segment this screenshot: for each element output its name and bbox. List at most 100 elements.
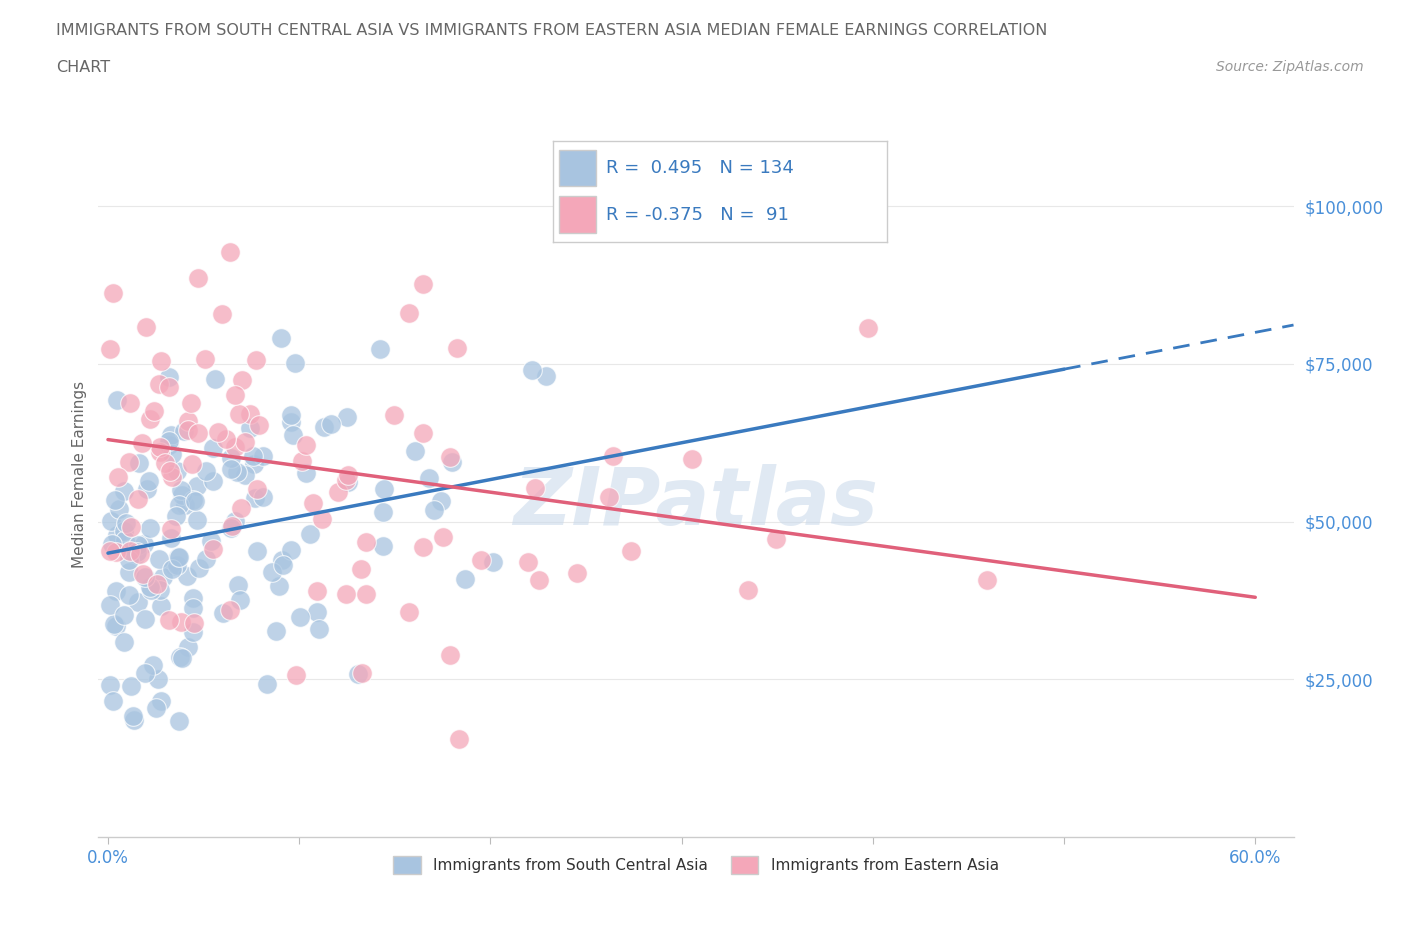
Point — [228, 406, 250, 421]
Point — [186, 512, 208, 527]
Point — [412, 425, 434, 440]
Point — [174, 498, 197, 512]
Point — [270, 330, 292, 345]
Point — [160, 427, 183, 442]
Point — [470, 552, 492, 567]
Point — [187, 271, 209, 286]
Point — [177, 422, 200, 437]
Point — [159, 369, 181, 384]
Point — [285, 667, 308, 682]
Point — [170, 650, 193, 665]
Point — [159, 463, 181, 478]
Text: Source: ZipAtlas.com: Source: ZipAtlas.com — [1216, 60, 1364, 74]
Point — [219, 521, 242, 536]
Point — [228, 578, 250, 592]
Point — [170, 482, 193, 497]
Point — [132, 537, 155, 551]
Point — [335, 472, 357, 487]
Point — [202, 473, 225, 488]
Point — [118, 552, 141, 567]
Point — [439, 647, 461, 662]
Point — [145, 577, 167, 591]
Point — [167, 550, 190, 565]
Point — [242, 448, 264, 463]
Point — [148, 551, 170, 566]
Point — [418, 471, 440, 485]
Point — [856, 321, 879, 336]
Point — [246, 482, 269, 497]
Point — [120, 520, 142, 535]
Point — [127, 538, 149, 552]
Point — [149, 440, 172, 455]
Point — [160, 446, 183, 461]
Point — [245, 352, 267, 367]
Point — [337, 474, 360, 489]
Point — [139, 579, 162, 594]
Legend: Immigrants from South Central Asia, Immigrants from Eastern Asia: Immigrants from South Central Asia, Immi… — [387, 850, 1005, 880]
Point — [373, 481, 395, 496]
Point — [212, 605, 235, 620]
Point — [247, 418, 270, 432]
Point — [242, 456, 264, 471]
Point — [294, 466, 316, 481]
Point — [160, 470, 183, 485]
Point — [127, 594, 149, 609]
Point — [335, 587, 357, 602]
Point — [221, 519, 243, 534]
Point — [620, 544, 643, 559]
Point — [114, 532, 136, 547]
Point — [211, 306, 233, 321]
Point — [165, 509, 187, 524]
Point — [336, 410, 359, 425]
Point — [520, 363, 543, 378]
Point — [169, 614, 191, 629]
Point — [398, 306, 420, 321]
Point — [215, 432, 238, 446]
Point — [311, 512, 333, 526]
Point — [229, 592, 252, 607]
Point — [235, 434, 257, 449]
Point — [412, 276, 434, 291]
Point — [180, 395, 202, 410]
Point — [207, 424, 229, 439]
Point — [976, 573, 998, 588]
Point — [314, 419, 336, 434]
Point — [183, 616, 205, 631]
Point — [124, 713, 146, 728]
Text: IMMIGRANTS FROM SOUTH CENTRAL ASIA VS IMMIGRANTS FROM EASTERN ASIA MEDIAN FEMALE: IMMIGRANTS FROM SOUTH CENTRAL ASIA VS IM… — [56, 23, 1047, 38]
Point — [280, 407, 302, 422]
Point — [280, 415, 302, 430]
Point — [225, 465, 247, 480]
Text: CHART: CHART — [56, 60, 110, 75]
Point — [160, 562, 183, 577]
Point — [135, 320, 157, 335]
Point — [172, 487, 194, 502]
Point — [127, 492, 149, 507]
Y-axis label: Median Female Earnings: Median Female Earnings — [72, 380, 87, 568]
Point — [108, 501, 131, 516]
Point — [252, 449, 274, 464]
Point — [181, 625, 204, 640]
Point — [737, 582, 759, 597]
Point — [122, 709, 145, 724]
Point — [187, 426, 209, 441]
Point — [565, 565, 588, 580]
Point — [602, 449, 624, 464]
Point — [194, 551, 217, 566]
Point — [202, 542, 225, 557]
Point — [98, 543, 121, 558]
Point — [112, 634, 135, 649]
Point — [159, 530, 181, 545]
Point — [224, 388, 246, 403]
Point — [291, 453, 314, 468]
Point — [439, 449, 461, 464]
Point — [142, 658, 165, 673]
Point — [224, 439, 246, 454]
Point — [264, 623, 287, 638]
Point — [184, 494, 207, 509]
Point — [423, 503, 446, 518]
Point — [112, 524, 135, 538]
Point — [765, 532, 787, 547]
Point — [177, 414, 200, 429]
Point — [141, 583, 163, 598]
